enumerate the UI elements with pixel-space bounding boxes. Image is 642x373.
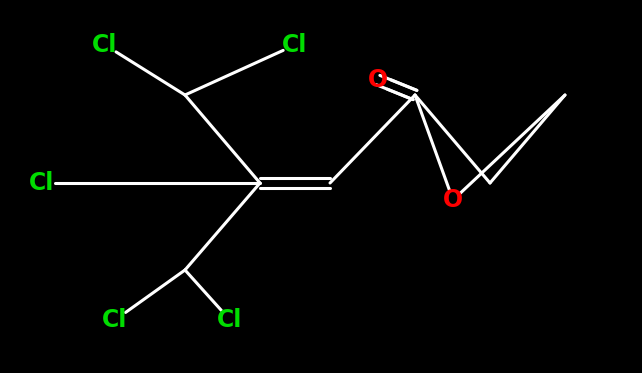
Text: Cl: Cl xyxy=(92,33,117,57)
Text: Cl: Cl xyxy=(282,33,308,57)
Text: Cl: Cl xyxy=(102,308,128,332)
Text: O: O xyxy=(368,68,388,92)
Text: O: O xyxy=(443,188,463,212)
Text: Cl: Cl xyxy=(217,308,243,332)
Text: Cl: Cl xyxy=(30,171,55,195)
